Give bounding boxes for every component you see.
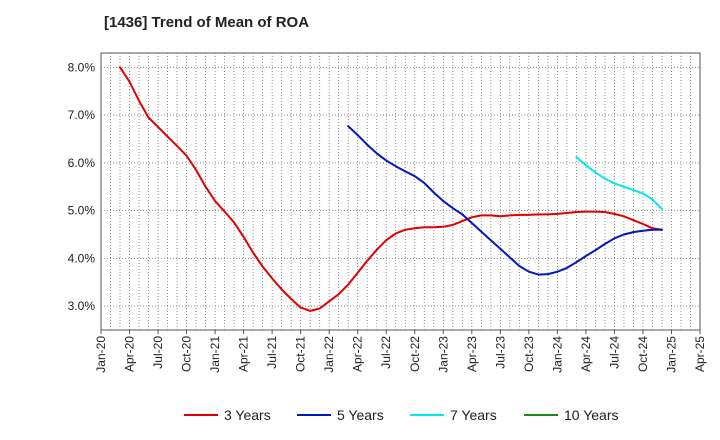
x-tick-label: Jan-22 [322,336,336,373]
y-tick-label: 3.0% [68,299,96,313]
x-tick-label: Apr-25 [693,336,707,372]
x-tick-label: Jan-21 [208,336,222,373]
series-line-3-years [119,66,663,312]
x-tick-label: Jan-25 [664,336,678,373]
x-tick-label: Jan-23 [436,336,450,373]
y-tick-label: 7.0% [68,108,96,122]
x-tick-label: Apr-22 [351,336,365,372]
x-tick-label: Jul-24 [607,336,621,369]
x-tick-label: Apr-21 [237,336,251,372]
legend-label-3-years: 3 Years [224,407,271,423]
series-line-5-years [347,125,663,276]
x-tick-label: Jan-20 [94,336,108,373]
chart-title: [1436] Trend of Mean of ROA [104,14,310,31]
x-tick-label: Apr-23 [465,336,479,372]
x-tick-label: Oct-20 [180,336,194,372]
series-line-7-years [575,156,663,211]
x-tick-label: Apr-24 [579,336,593,372]
x-tick-label: Jul-23 [493,336,507,369]
x-tick-label: Jul-22 [379,336,393,369]
legend-label-10-years: 10 Years [564,407,619,423]
x-tick-label: Jan-24 [550,336,564,373]
x-tick-label: Oct-22 [408,336,422,372]
x-tick-label: Jul-20 [151,336,165,369]
x-tick-label: Oct-24 [636,336,650,372]
x-tick-label: Jul-21 [265,336,279,369]
x-tick-label: Apr-20 [123,336,137,372]
y-tick-label: 6.0% [68,156,96,170]
y-tick-label: 5.0% [68,204,96,218]
x-tick-label: Oct-23 [522,336,536,372]
y-tick-label: 8.0% [68,60,96,74]
legend-label-7-years: 7 Years [450,407,497,423]
y-tick-label: 4.0% [68,251,96,265]
legend-label-5-years: 5 Years [337,407,384,423]
x-tick-label: Oct-21 [294,336,308,372]
plot-area [100,52,701,331]
